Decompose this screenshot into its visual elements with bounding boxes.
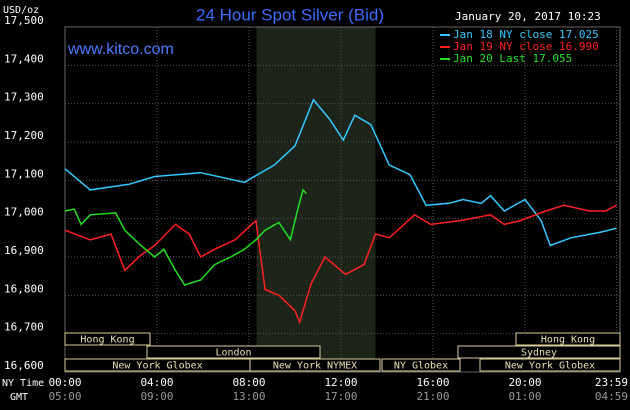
gmt-tick-label: 05:00	[48, 390, 81, 403]
gmt-tick-label: 17:00	[324, 390, 357, 403]
gmt-tick-label: 01:00	[508, 390, 541, 403]
series-line	[64, 204, 617, 325]
x-tick-label: 12:00	[324, 376, 357, 389]
x-tick-label: 04:00	[140, 376, 173, 389]
date: January 20, 2017 10:23	[455, 10, 601, 23]
series-line	[64, 188, 308, 286]
y-tick-label: 17,400	[4, 52, 44, 65]
y-axis-label: USD/oz	[3, 5, 39, 16]
session-box	[515, 332, 621, 346]
y-tick-label: 16,600	[4, 359, 44, 372]
y-tick-label: 16,900	[4, 244, 44, 257]
y-tick-label: 17,000	[4, 206, 44, 219]
x-tick-label: 23:59	[595, 376, 628, 389]
series-line	[64, 98, 617, 247]
session-label: London	[215, 348, 251, 359]
gmt-tick-label: 21:00	[416, 390, 449, 403]
plot-frame	[64, 26, 621, 373]
y-tick-label: 16,700	[4, 321, 44, 334]
session-box	[146, 345, 321, 359]
ny-time-label: NY Time	[2, 378, 44, 389]
gmt-tick-label: 04:59	[595, 390, 628, 403]
session-label: Hong Kong	[80, 335, 134, 346]
session-box	[249, 358, 381, 372]
x-tick-label: 16:00	[416, 376, 449, 389]
y-tick-label: 17,300	[4, 91, 44, 104]
session-label: New York NYMEX	[273, 361, 357, 372]
session-box	[64, 332, 151, 346]
session-label: Hong Kong	[541, 335, 595, 346]
legend-label: Jan 20 Last 17.055	[453, 52, 572, 65]
highlight-band	[256, 27, 376, 372]
gmt-tick-label: 09:00	[140, 390, 173, 403]
chart-title: 24 Hour Spot Silver (Bid)	[196, 5, 384, 24]
y-tick-label: 17,500	[4, 14, 44, 27]
x-tick-label: 08:00	[232, 376, 265, 389]
gmt-label: GMT	[10, 392, 28, 403]
session-label: New York Globex	[112, 361, 202, 372]
session-label: NY Globex	[394, 361, 448, 372]
y-tick-label: 17,200	[4, 129, 44, 142]
x-tick-label: 00:00	[48, 376, 81, 389]
x-tick-label: 20:00	[508, 376, 541, 389]
session-box	[479, 358, 621, 372]
website: www.kitco.com	[67, 41, 174, 58]
gmt-tick-label: 13:00	[232, 390, 265, 403]
session-box	[457, 345, 621, 359]
session-label: Sydney	[521, 348, 557, 359]
y-tick-label: 17,100	[4, 167, 44, 180]
legend-label: Jan 19 NY close 16.990	[453, 40, 599, 53]
session-box	[381, 358, 461, 372]
session-label: New York Globex	[505, 361, 595, 372]
y-tick-label: 16,800	[4, 282, 44, 295]
legend-label: Jan 18 NY close 17.025	[453, 28, 599, 41]
